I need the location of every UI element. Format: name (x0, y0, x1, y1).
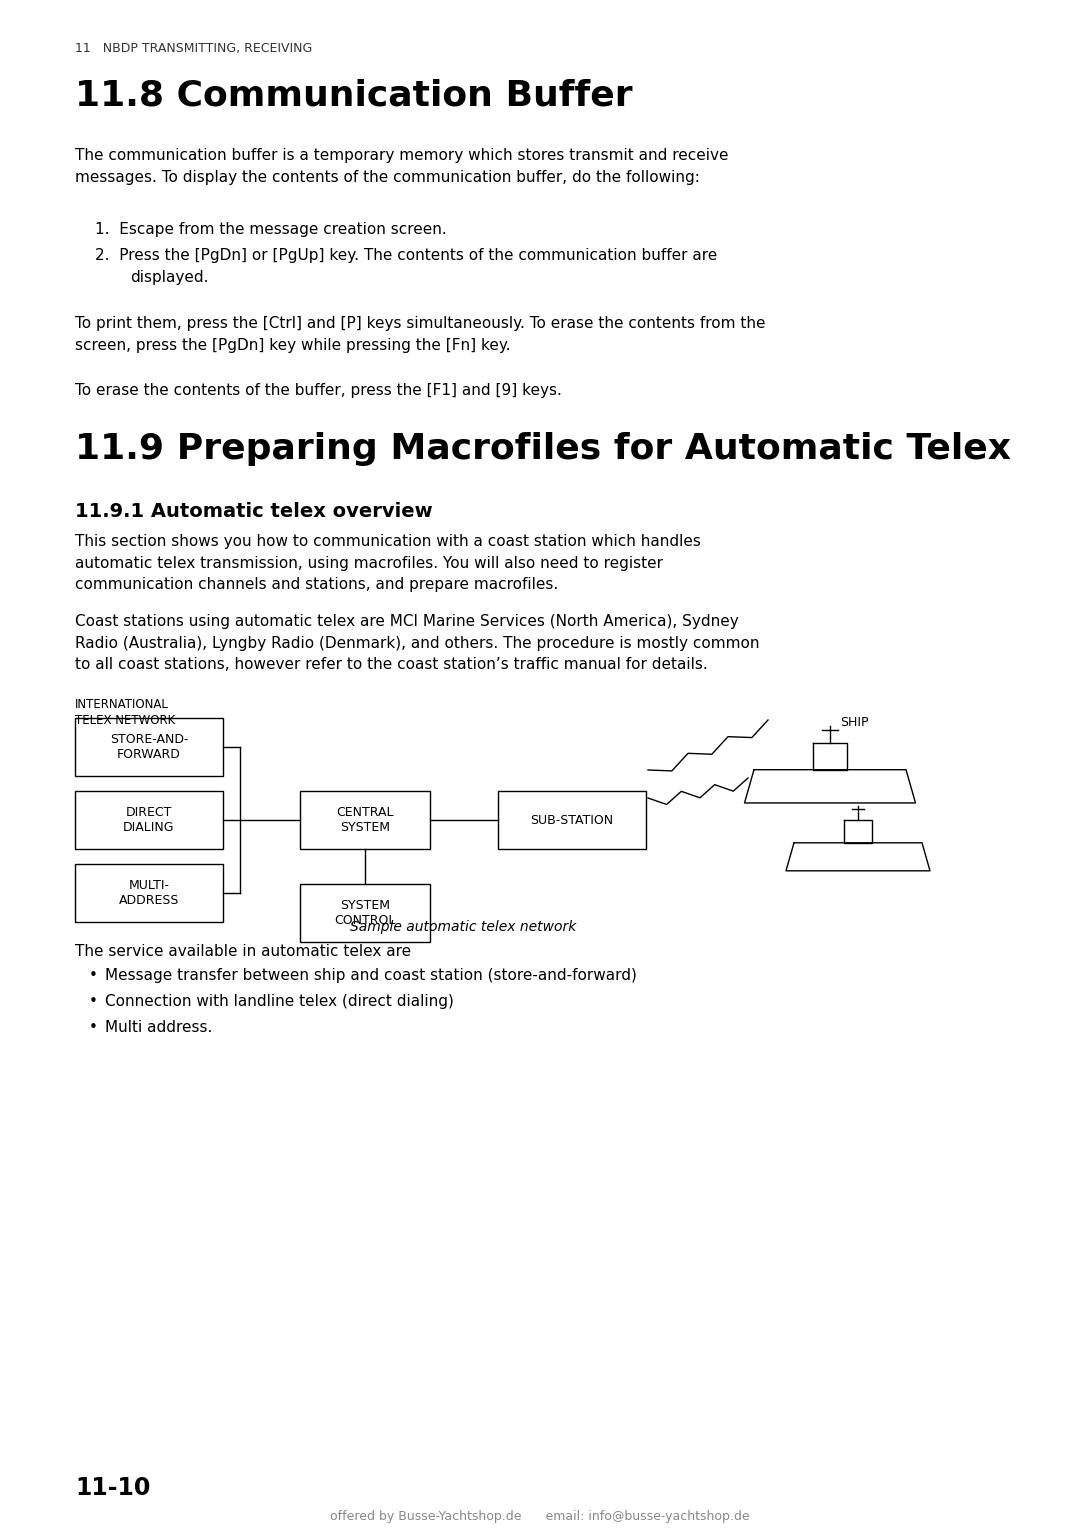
Text: SHIP: SHIP (840, 717, 868, 729)
Bar (75, 792, 222, 850)
Polygon shape (786, 843, 930, 871)
Text: 1.  Escape from the message creation screen.: 1. Escape from the message creation scre… (95, 222, 447, 237)
Text: The service available in automatic telex are: The service available in automatic telex… (75, 944, 411, 960)
Text: MULTI-
ADDRESS: MULTI- ADDRESS (119, 879, 179, 908)
Text: Message transfer between ship and coast station (store-and-forward): Message transfer between ship and coast … (105, 969, 637, 983)
Text: 11   NBDP TRANSMITTING, RECEIVING: 11 NBDP TRANSMITTING, RECEIVING (75, 41, 312, 55)
Text: To erase the contents of the buffer, press the [F1] and [9] keys.: To erase the contents of the buffer, pre… (75, 384, 562, 397)
Bar (300, 792, 430, 850)
Text: 2.  Press the [PgDn] or [PgUp] key. The contents of the communication buffer are: 2. Press the [PgDn] or [PgUp] key. The c… (95, 248, 717, 263)
Text: 11.8 Communication Buffer: 11.8 Communication Buffer (75, 78, 633, 112)
Text: CENTRAL
SYSTEM: CENTRAL SYSTEM (336, 805, 394, 834)
Text: •: • (89, 995, 97, 1008)
Text: •: • (89, 1021, 97, 1034)
Polygon shape (813, 743, 847, 770)
Text: SYSTEM
CONTROL: SYSTEM CONTROL (335, 898, 395, 927)
Bar (75, 863, 222, 921)
Text: INTERNATIONAL
TELEX NETWORK: INTERNATIONAL TELEX NETWORK (75, 698, 175, 727)
Text: 11.9.1 Automatic telex overview: 11.9.1 Automatic telex overview (75, 503, 433, 521)
Text: •: • (89, 969, 97, 983)
Bar (75, 718, 222, 776)
Bar (300, 885, 430, 941)
Text: Sample automatic telex network: Sample automatic telex network (350, 920, 577, 934)
Text: Connection with landline telex (direct dialing): Connection with landline telex (direct d… (105, 995, 454, 1008)
Polygon shape (744, 770, 916, 802)
Text: displayed.: displayed. (130, 270, 208, 286)
Text: The communication buffer is a temporary memory which stores transmit and receive: The communication buffer is a temporary … (75, 148, 729, 185)
Text: Multi address.: Multi address. (105, 1021, 213, 1034)
Text: STORE-AND-
FORWARD: STORE-AND- FORWARD (110, 733, 188, 761)
Text: DIRECT
DIALING: DIRECT DIALING (123, 805, 175, 834)
Text: 11.9 Preparing Macrofiles for Automatic Telex: 11.9 Preparing Macrofiles for Automatic … (75, 432, 1011, 466)
Text: offered by Busse-Yachtshop.de      email: info@busse-yachtshop.de: offered by Busse-Yachtshop.de email: inf… (330, 1510, 750, 1523)
Text: SUB-STATION: SUB-STATION (530, 813, 613, 827)
Text: 11-10: 11-10 (75, 1476, 150, 1500)
Bar (498, 792, 646, 850)
Text: This section shows you how to communication with a coast station which handles
a: This section shows you how to communicat… (75, 533, 701, 593)
Polygon shape (843, 821, 872, 843)
Text: Coast stations using automatic telex are MCI Marine Services (North America), Sy: Coast stations using automatic telex are… (75, 614, 759, 672)
Text: To print them, press the [Ctrl] and [P] keys simultaneously. To erase the conten: To print them, press the [Ctrl] and [P] … (75, 316, 766, 353)
